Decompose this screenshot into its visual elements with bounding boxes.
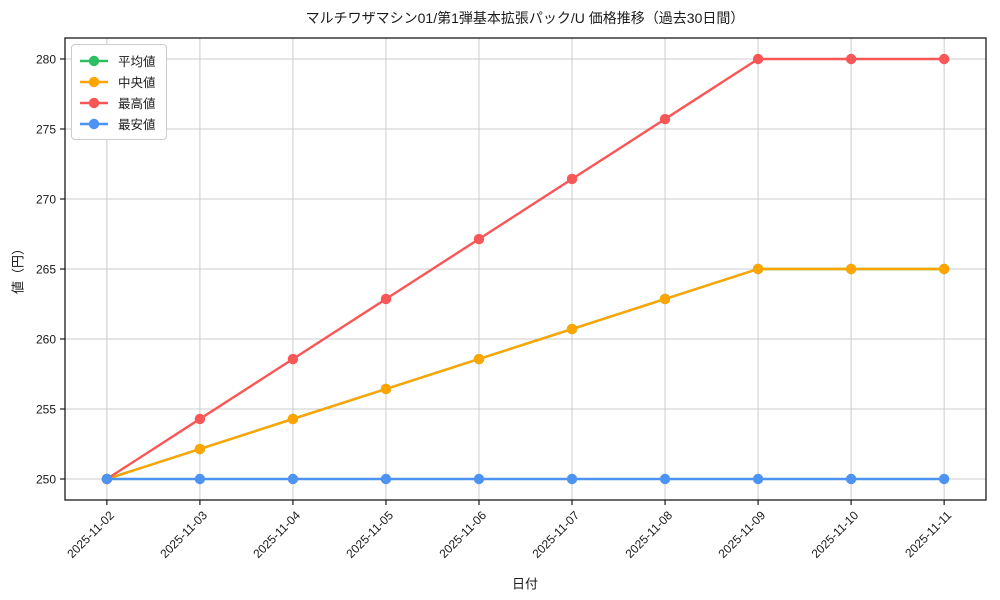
data-point	[287, 473, 299, 485]
data-point	[473, 473, 485, 485]
x-tick-label: 2025-11-03	[157, 508, 210, 561]
legend-label: 平均値	[118, 55, 156, 69]
legend-marker-icon	[80, 118, 108, 129]
legend-label: 中央値	[118, 76, 156, 90]
data-point	[659, 293, 671, 305]
data-point	[566, 473, 578, 485]
x-tick-label: 2025-11-07	[529, 508, 582, 561]
legend-label: 最安値	[118, 118, 156, 132]
series-line	[105, 267, 946, 481]
data-point	[380, 473, 392, 485]
data-point	[194, 443, 206, 455]
data-point	[752, 263, 764, 275]
data-point	[380, 293, 392, 305]
data-point	[194, 413, 206, 425]
series-line	[105, 57, 946, 481]
x-tick-label: 2025-11-08	[622, 508, 675, 561]
y-tick-label: 270	[36, 193, 56, 207]
data-point	[473, 353, 485, 365]
y-tick-label: 255	[36, 403, 56, 417]
data-point	[566, 173, 578, 185]
data-point	[845, 263, 857, 275]
chart-title: マルチワザマシン01/第1弾基本拡張パック/U 価格推移（過去30日間）	[305, 10, 745, 26]
x-axis-label: 日付	[511, 576, 539, 592]
x-tick-label: 2025-11-05	[343, 508, 396, 561]
y-tick-label: 260	[36, 333, 56, 347]
data-point	[194, 473, 206, 485]
data-point	[566, 323, 578, 335]
legend-label: 最高値	[118, 97, 156, 111]
data-point	[938, 473, 950, 485]
data-point	[473, 233, 485, 245]
data-point	[938, 263, 950, 275]
y-tick-label: 275	[36, 123, 56, 137]
x-tick-label: 2025-11-04	[250, 508, 303, 561]
data-point	[752, 53, 764, 65]
data-point	[287, 413, 299, 425]
data-point	[101, 473, 113, 485]
y-tick-label: 250	[36, 473, 56, 487]
plot-frame	[64, 37, 987, 501]
data-point	[287, 353, 299, 365]
legend-marker-icon	[80, 76, 108, 87]
x-tick-label: 2025-11-11	[902, 508, 954, 560]
y-tick-label: 265	[36, 263, 56, 277]
legend: 平均値中央値最高値最安値	[71, 44, 167, 140]
x-tick-label: 2025-11-09	[716, 508, 769, 561]
legend-item: 平均値	[79, 50, 156, 71]
y-axis-label: 値（円）	[10, 241, 26, 295]
x-tick-label: 2025-11-10	[809, 508, 862, 561]
data-point	[752, 473, 764, 485]
data-point	[938, 53, 950, 65]
data-point	[659, 113, 671, 125]
y-tick-label: 280	[36, 53, 56, 67]
legend-marker-icon	[80, 97, 108, 108]
series-line	[105, 267, 946, 481]
data-point	[845, 473, 857, 485]
legend-item: 中央値	[79, 71, 156, 92]
legend-marker-icon	[80, 55, 108, 66]
x-tick-label: 2025-11-02	[64, 508, 117, 561]
legend-item: 最安値	[79, 113, 156, 134]
x-tick-label: 2025-11-06	[436, 508, 489, 561]
legend-item: 最高値	[79, 92, 156, 113]
data-point	[380, 383, 392, 395]
data-point	[659, 473, 671, 485]
data-point	[845, 53, 857, 65]
